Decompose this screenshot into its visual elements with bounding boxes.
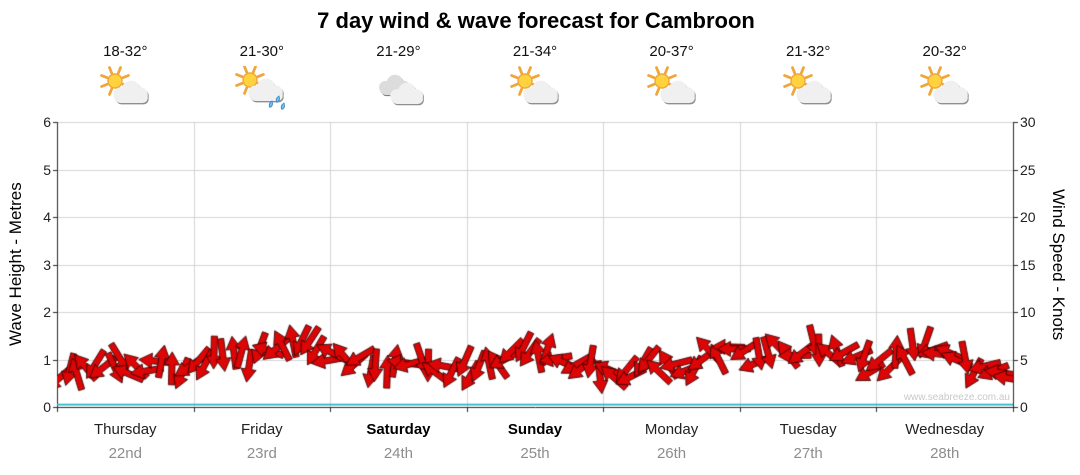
partly-cloudy-icon [919,66,969,105]
day-date: 24th [383,445,414,462]
cloud-icon [933,80,969,105]
partly-cloudy-icon-wrap [507,66,563,114]
day-temperature: 21-30° [239,43,285,60]
partly-cloudy-icon-wrap [917,66,973,114]
partly-cloudy-icon [510,66,559,105]
day-temperature: 20-32° [922,43,967,60]
cloud-icon [523,80,559,105]
day-date: 23rd [246,445,277,462]
left-axis-tick-label: 2 [43,304,51,320]
day-name: Thursday [94,421,157,438]
right-axis-tick-label: 0 [1020,399,1028,415]
day-temperature: 20-37° [649,43,694,60]
day-date: 28th [930,445,960,462]
right-axis-tick-label: 15 [1020,256,1036,273]
showers-icon [235,65,285,110]
day-temperature: 18-32° [103,43,148,60]
cloudy-icon-wrap [370,66,426,114]
day-date: 27th [793,445,823,462]
left-axis-tick-label: 4 [43,209,51,225]
cloud-icon [113,80,150,105]
left-axis-tick-label: 1 [43,351,51,368]
day-date: 22nd [108,445,142,462]
day-name: Monday [644,421,699,438]
partly-cloudy-icon [100,66,150,105]
left-axis-tick-label: 6 [43,114,51,130]
day-temperature: 21-29° [376,43,421,60]
cloudy-icon [379,74,425,106]
partly-cloudy-icon [783,66,832,105]
partly-cloudy-icon-wrap [780,66,836,114]
right-axis-tick-label: 25 [1020,161,1036,178]
showers-icon-wrap [234,65,290,114]
day-name: Sunday [507,421,563,438]
day-date: 26th [656,445,687,462]
left-axis-tick-label: 3 [43,256,51,273]
day-temperature: 21-32° [785,43,831,60]
right-axis-tick-label: 30 [1020,114,1036,130]
cloud-icon [659,80,696,105]
day-name: Saturday [366,421,431,438]
cloud-icon [390,82,425,106]
left-axis-tick-label: 5 [43,161,51,178]
day-name: Tuesday [779,421,837,438]
cloud-icon [248,78,284,103]
left-axis-tick-label: 0 [43,399,51,415]
rain-drops-icon [268,95,285,110]
page-title: 7 day wind & wave forecast for Cambroon [317,8,755,33]
cloud-icon [796,80,832,105]
left-axis-title: Wave Height - Metres [6,182,25,347]
right-axis-tick-label: 20 [1020,209,1036,225]
watermark: www.seabreeze.com.au [903,392,1010,403]
right-axis-title: Wind Speed - Knots [1049,188,1068,341]
partly-cloudy-icon-wrap [644,66,700,114]
partly-cloudy-icon [646,66,696,105]
day-name: Friday [241,421,283,438]
right-axis-tick-label: 5 [1020,351,1028,368]
right-axis-tick-label: 10 [1020,304,1036,320]
day-date: 25th [520,445,550,462]
day-name: Wednesday [905,421,985,438]
partly-cloudy-icon-wrap [97,66,153,114]
day-temperature: 21-34° [512,43,558,60]
